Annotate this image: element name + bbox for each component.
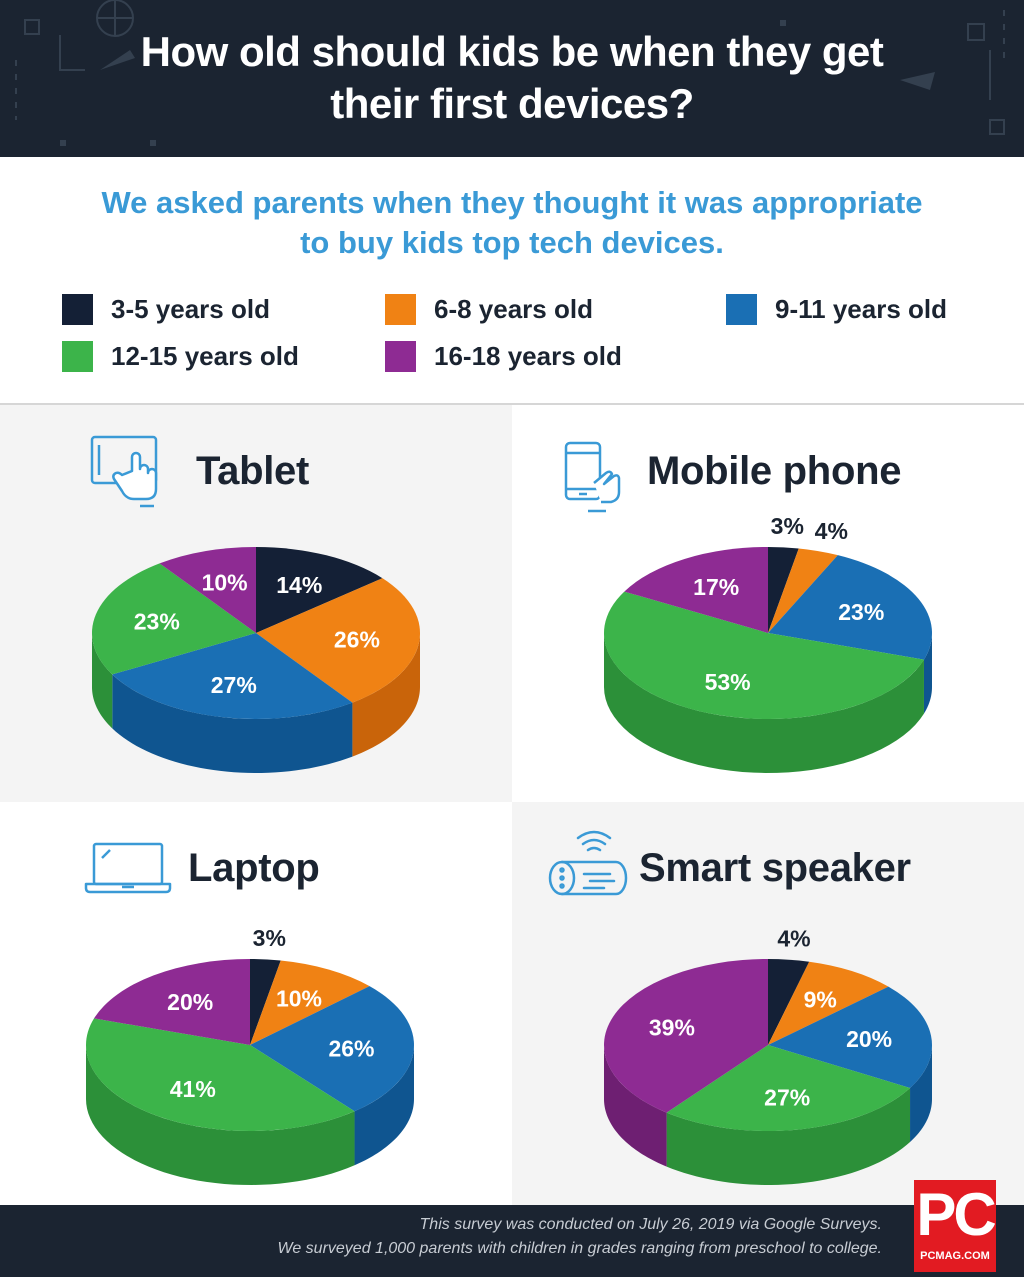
panel-title-mobile-phone: Mobile phone <box>647 449 902 493</box>
pie-slice-12-15-years-old <box>603 591 924 720</box>
pie-side-9-11-years-old <box>910 1045 932 1142</box>
intro-line-1: We asked parents when they thought it wa… <box>101 185 923 220</box>
pie-chart-mobile-phone: 3% 4% 23% 53% 17% <box>603 513 933 773</box>
legend-item-12-15: 12-15 years old <box>62 339 299 373</box>
pie-value-label: 3% <box>771 513 804 539</box>
pie-slice-9-11-years-old <box>112 633 353 720</box>
logo-site: PCMAG.COM <box>920 1250 990 1262</box>
divider <box>0 403 1024 405</box>
footer-note-line-2: We surveyed 1,000 parents with children … <box>277 1240 882 1257</box>
pie-chart-laptop: 3% 10%26% 41% 20% <box>86 925 414 1185</box>
legend-item-16-18: 16-18 years old <box>385 339 622 373</box>
pie-slice-16-18-years-old <box>94 959 250 1045</box>
pie-value-label: 14% <box>276 572 322 598</box>
pie-slice-6-8-years-old <box>250 960 370 1045</box>
pie-value-label: 4% <box>815 518 848 544</box>
pie-value-label: 23% <box>134 608 180 634</box>
pie-value-label: 9% <box>804 986 837 1012</box>
legend-item-6-8: 6-8 years old <box>385 292 593 326</box>
legend-label: 9-11 years old <box>775 293 947 324</box>
pie-slice-12-15-years-old <box>666 1045 911 1132</box>
mobile-phone-icon <box>564 441 621 513</box>
pie-value-label: 26% <box>334 627 380 653</box>
legend-swatch <box>62 340 93 372</box>
pie-side-12-15-years-old <box>86 1045 355 1185</box>
legend-label: 3-5 years old <box>111 293 270 324</box>
footer-note-line-1: This survey was conducted on July 26, 20… <box>419 1216 882 1233</box>
title-line-2: their first devices? <box>330 80 694 127</box>
pie-value-label: 39% <box>649 1015 695 1041</box>
pie-side-9-11-years-old <box>354 1045 414 1166</box>
smart-speaker-icon <box>548 830 628 896</box>
pie-value-label: 27% <box>211 672 257 698</box>
pcmag-logo[interactable]: PC PCMAG.COM <box>914 1180 997 1272</box>
legend-item-9-11: 9-11 years old <box>726 292 947 326</box>
pie-chart-smart-speaker: 4% 9% 20% 27% 39% <box>603 925 932 1185</box>
pie-side-9-11-years-old <box>112 674 353 773</box>
pie-slice-9-11-years-old <box>768 986 932 1088</box>
pie-slice-3-5-years-old <box>250 959 281 1045</box>
legend-swatch <box>726 293 757 325</box>
pie-slice-16-18-years-old <box>624 547 768 633</box>
pie-slice-3-5-years-old <box>768 547 799 633</box>
header-banner: How old should kids be when they get the… <box>0 0 1024 157</box>
pie-slice-6-8-years-old <box>768 548 838 633</box>
pie-side-12-15-years-old <box>604 633 924 773</box>
pie-slice-6-8-years-old <box>256 578 421 703</box>
intro-text: We asked parents when they thought it wa… <box>0 183 1024 263</box>
pie-value-label: 10% <box>202 569 248 595</box>
panel-title-smart-speaker: Smart speaker <box>639 846 911 890</box>
pie-value-label: 27% <box>764 1084 810 1110</box>
pie-slice-16-18-years-old <box>159 547 256 633</box>
pie-slice-3-5-years-old <box>768 959 810 1045</box>
legend-swatch <box>385 293 416 325</box>
pie-slice-9-11-years-old <box>768 555 933 660</box>
laptop-icon <box>84 842 172 894</box>
pie-value-label: 20% <box>846 1026 892 1052</box>
panel-title-tablet: Tablet <box>196 449 310 493</box>
pie-slice-6-8-years-old <box>768 961 889 1045</box>
pie-side-16-18-years-old <box>604 1045 667 1167</box>
pie-value-label: 10% <box>276 985 322 1011</box>
panel-tablet: Tablet 14% 26% 27% 23% 10% <box>0 405 512 802</box>
logo-text: PC <box>916 1181 996 1248</box>
panel-smart-speaker: Smart speaker 4% 9% 20% 27% 39% <box>512 802 1024 1205</box>
pie-slice-12-15-years-old <box>86 1018 355 1131</box>
pie-side-12-15-years-old <box>92 633 113 729</box>
pie-chart-tablet: 14% 26% 27% 23% 10% <box>91 547 421 773</box>
pie-side-12-15-years-old <box>666 1088 911 1185</box>
pie-value-label: 20% <box>167 989 213 1015</box>
pie-value-label: 23% <box>838 599 884 625</box>
pie-side-9-11-years-old <box>923 633 932 714</box>
intro-line-2: to buy kids top tech devices. <box>300 225 724 260</box>
legend-swatch <box>62 293 93 325</box>
title-line-1: How old should kids be when they get <box>140 28 884 75</box>
panel-laptop: Laptop 3% 10% 26% 41% 20% <box>0 802 512 1205</box>
legend-label: 16-18 years old <box>434 340 622 371</box>
panel-title-laptop: Laptop <box>188 846 320 890</box>
page-title: How old should kids be when they get the… <box>0 26 1024 130</box>
legend-label: 6-8 years old <box>434 293 593 324</box>
pie-value-label: 26% <box>328 1035 374 1061</box>
pie-value-label: 4% <box>777 925 810 951</box>
footer: This survey was conducted on July 26, 20… <box>0 1205 1024 1277</box>
pie-value-label: 17% <box>693 574 739 600</box>
circuit-decoration <box>15 0 1005 146</box>
pie-value-label: 3% <box>253 925 286 951</box>
legend-item-3-5: 3-5 years old <box>62 292 270 326</box>
pie-side-6-8-years-old <box>352 633 420 757</box>
tablet-touch-icon <box>90 435 158 508</box>
pie-value-label: 53% <box>705 669 751 695</box>
legend-swatch <box>385 340 416 372</box>
pie-value-label: 41% <box>170 1076 216 1102</box>
pie-slice-9-11-years-old <box>250 986 414 1112</box>
pie-slice-3-5-years-old <box>256 547 383 633</box>
panel-mobile-phone: Mobile phone 3% 4% 23% 53% 17% <box>512 405 1024 802</box>
pie-slice-16-18-years-old <box>603 959 768 1113</box>
pie-slice-12-15-years-old <box>91 563 257 675</box>
legend-label: 12-15 years old <box>111 340 299 371</box>
